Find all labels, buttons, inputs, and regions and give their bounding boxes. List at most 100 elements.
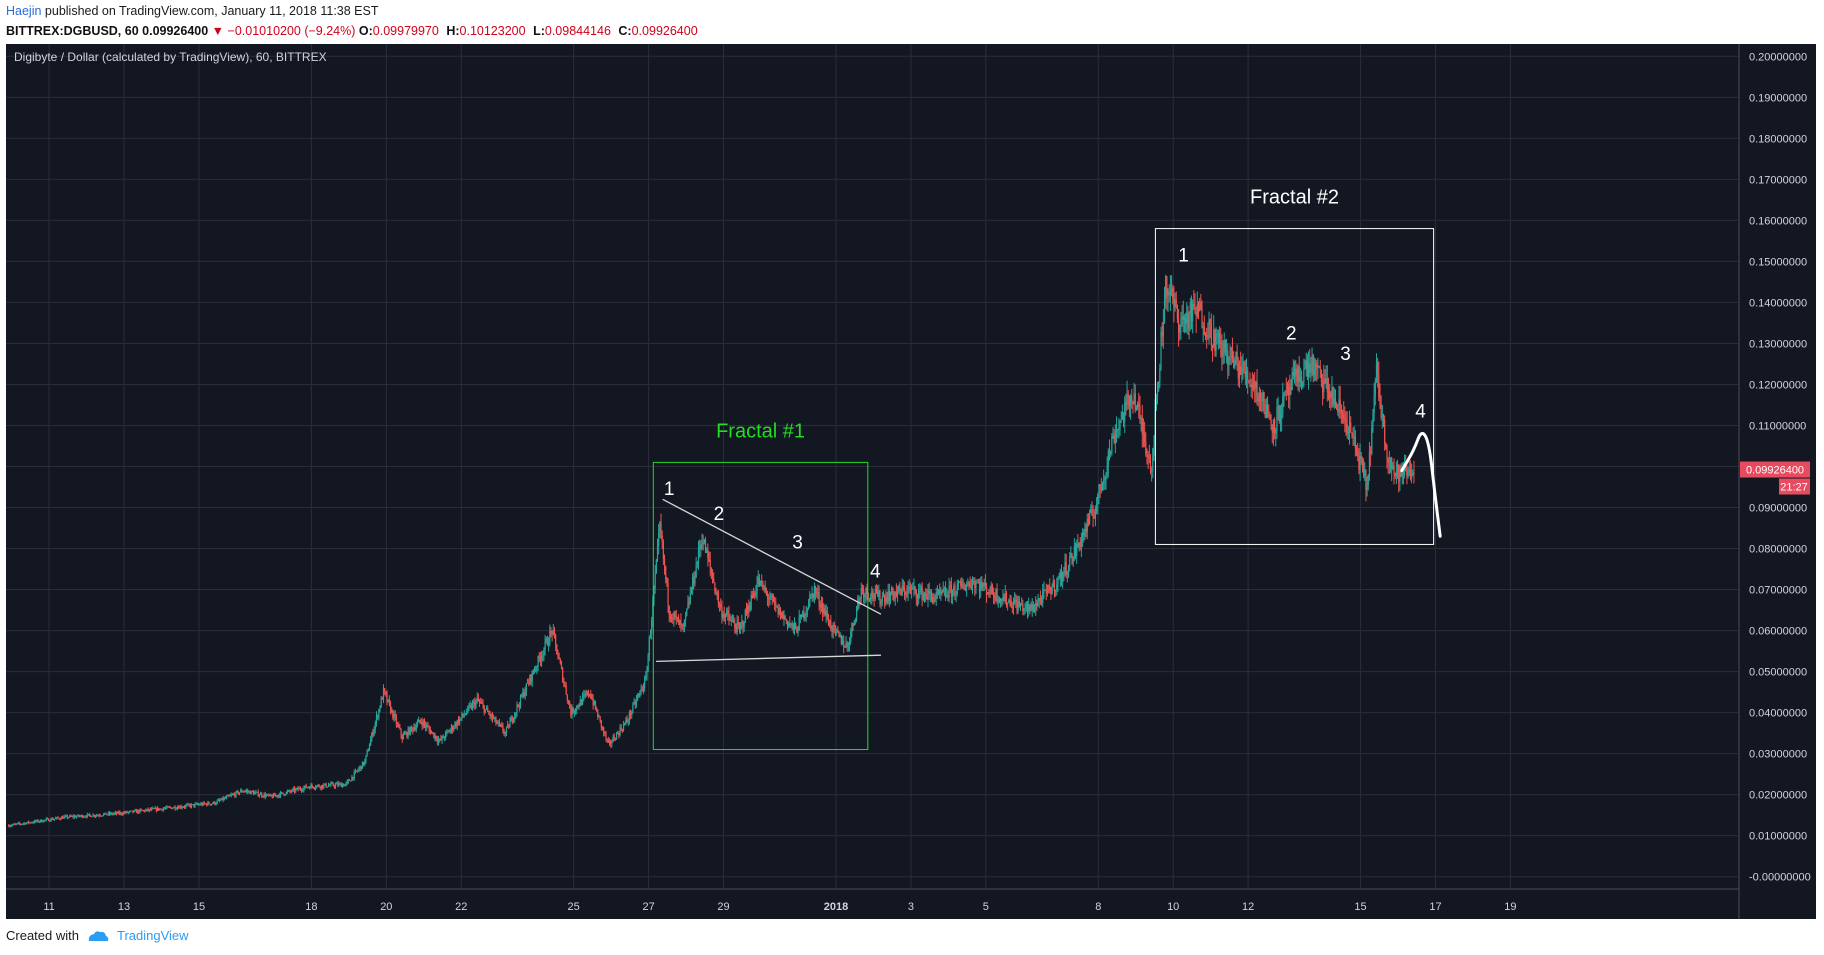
candle-body: [1182, 316, 1184, 320]
candle-body: [420, 721, 422, 723]
candle-body: [1392, 466, 1394, 469]
candle-body: [1295, 368, 1297, 376]
candle-body: [36, 820, 38, 822]
candle-body: [1199, 302, 1201, 312]
tradingview-link[interactable]: TradingView: [116, 928, 189, 943]
candle-body: [199, 804, 201, 806]
candle-body: [806, 608, 808, 611]
candle-body: [845, 642, 847, 647]
candle-body: [40, 819, 43, 822]
candle-body: [1044, 589, 1046, 591]
candle-body: [423, 721, 426, 725]
candle-body: [505, 727, 508, 733]
candle-body: [30, 822, 32, 824]
candle-body: [660, 522, 662, 536]
candle-body: [819, 603, 821, 608]
candle-body: [207, 802, 209, 806]
candle-body: [325, 783, 327, 788]
candle-body: [592, 698, 594, 705]
candle-body: [538, 656, 540, 659]
candle-body: [385, 691, 387, 695]
candle-body: [658, 532, 660, 546]
candle-body: [1058, 578, 1060, 580]
time-tick-label: 2018: [824, 901, 848, 913]
candle-body: [866, 588, 868, 594]
candle-body: [401, 735, 403, 740]
candle-body: [489, 713, 491, 717]
candle-body: [468, 706, 470, 708]
candle-body: [71, 816, 73, 818]
candle-body: [1394, 472, 1396, 476]
candle-body: [681, 624, 683, 626]
chart-panel[interactable]: Fractal #1 Fractal #2 1 2 3 4 1 2 3 4 0.20000000 0…: [6, 44, 1816, 919]
candle-body: [813, 586, 816, 598]
candle-body: [670, 618, 673, 620]
candle-body: [950, 585, 953, 597]
candle-body: [1200, 302, 1202, 309]
candle-body: [875, 589, 878, 592]
candle-body: [639, 691, 641, 694]
candle-body: [1358, 456, 1360, 471]
candle-body: [1362, 462, 1365, 476]
candle-body: [327, 785, 330, 787]
candle-body: [1325, 377, 1327, 384]
candle-body: [942, 589, 944, 593]
candle-body: [300, 789, 303, 791]
candle-body: [384, 688, 386, 692]
candle-body: [366, 750, 368, 756]
candle-body: [284, 794, 286, 796]
candle-body: [457, 720, 460, 724]
wave-number-label: 4: [870, 561, 881, 582]
candle-body: [211, 803, 214, 805]
candle-body: [1193, 303, 1195, 306]
candle-body: [1017, 601, 1019, 611]
candle-body: [1137, 403, 1139, 409]
candle-body: [1176, 306, 1179, 319]
candle-body: [1002, 596, 1004, 601]
author-link[interactable]: Haejin: [6, 4, 42, 18]
candle-body: [1365, 469, 1367, 491]
candle-body: [1132, 401, 1134, 405]
candle-body: [435, 735, 437, 740]
candle-body: [709, 559, 711, 568]
candle-body: [251, 790, 253, 792]
candle-body: [764, 587, 766, 591]
price-tick-label: 0.13000000: [1749, 338, 1807, 350]
candle-body: [1077, 543, 1079, 547]
candle-body: [871, 590, 873, 599]
candle-body: [62, 817, 64, 819]
candle-body: [1275, 429, 1277, 434]
candle-body: [389, 703, 392, 713]
candle-body: [1285, 390, 1287, 392]
candle-body: [536, 667, 538, 669]
candle-body: [870, 598, 872, 600]
price-tick-label: 0.11000000: [1749, 420, 1806, 432]
candle-body: [840, 634, 842, 644]
candle-body: [827, 618, 830, 625]
candle-body: [604, 732, 606, 734]
candle-body: [74, 816, 77, 818]
candle-body: [668, 605, 670, 616]
candle-body: [1091, 509, 1093, 515]
candle-body: [256, 791, 258, 793]
candle-body: [437, 739, 440, 742]
candle-body: [514, 714, 516, 720]
candle-body: [535, 668, 537, 672]
candle-body: [112, 813, 114, 815]
low-label: L:: [533, 24, 545, 38]
candle-body: [542, 655, 544, 657]
price-tick-label: 0.07000000: [1749, 585, 1807, 597]
candle-body: [1048, 585, 1050, 587]
candle-body: [722, 613, 724, 618]
candle-body: [788, 623, 790, 627]
candle-body: [816, 592, 818, 594]
candle-body: [1326, 377, 1328, 392]
candle-body: [590, 694, 592, 699]
candle-body: [194, 803, 196, 807]
candle-body: [1088, 512, 1091, 524]
candle-body: [637, 696, 639, 700]
candle-body: [912, 588, 914, 590]
candle-body: [627, 720, 629, 722]
candle-body: [231, 794, 234, 796]
